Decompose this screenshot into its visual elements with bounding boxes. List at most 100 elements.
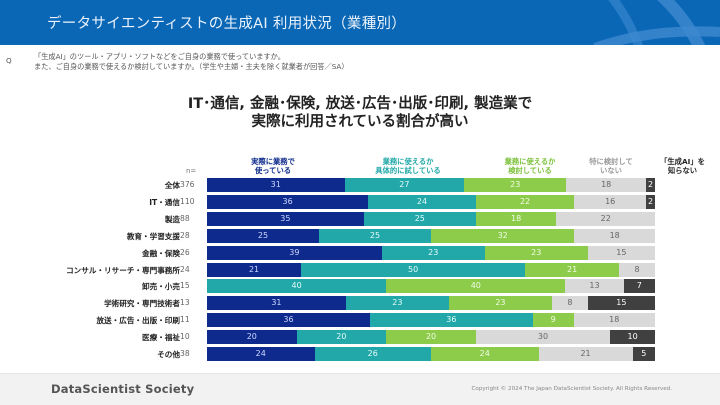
question-line-1: 「生成AI」のツール・アプリ・ソフトなどをご自身の業務で使っていますか。 xyxy=(34,52,285,61)
bar-segment xyxy=(431,347,539,361)
data-label: 15 xyxy=(616,298,627,308)
data-label: 24 xyxy=(416,196,428,206)
data-label: 31 xyxy=(270,180,281,189)
bar-segment xyxy=(207,211,364,226)
bar-segment xyxy=(475,211,557,226)
question-line-2: また、ご自身の業務で使えるか検討していますか。（学生や主婦・主夫を除く就業者が回… xyxy=(34,62,349,71)
sample-size-label: 13 xyxy=(180,298,190,308)
bar-segment xyxy=(475,194,575,209)
data-label: 20 xyxy=(336,332,347,342)
sample-size-label: 11 xyxy=(180,315,190,325)
category-label: 製造 xyxy=(164,214,180,224)
legend-text-line: いない xyxy=(600,166,622,175)
data-label: 22 xyxy=(600,213,611,223)
legend-item-1: 実際に業務で 使っている xyxy=(228,157,318,175)
sample-size-label: 38 xyxy=(180,349,190,358)
sample-size-label: 88 xyxy=(180,213,190,223)
n-header: n= xyxy=(186,167,197,175)
bar-segment xyxy=(573,313,655,328)
data-label: 7 xyxy=(636,281,642,291)
footer-copyright: Copyright © 2024 The Japan DataScientist… xyxy=(471,386,672,392)
globe-decoration-icon xyxy=(593,0,720,45)
data-label: 40 xyxy=(470,281,481,291)
data-label: 25 xyxy=(257,230,269,240)
bar-segment xyxy=(345,296,449,311)
bar-segment xyxy=(207,245,382,260)
data-label: 18 xyxy=(601,180,612,189)
data-label: 9 xyxy=(550,315,556,325)
legend-text-line: 使っている xyxy=(254,166,292,175)
legend-text-line: 業務に使えるか xyxy=(382,157,434,166)
bar-segment xyxy=(646,194,655,209)
data-label: 21 xyxy=(580,349,591,358)
data-label: 5 xyxy=(641,349,647,358)
bar-segment xyxy=(386,279,566,294)
data-label: 27 xyxy=(399,180,410,189)
legend-text-line: 業務に使えるか xyxy=(504,157,556,166)
headline-line-1: IT･通信, 金融･保険, 放送･広告･出版･印刷, 製造業で xyxy=(187,96,533,112)
bar-segment xyxy=(296,330,387,345)
category-label: 卸売・小売 xyxy=(142,282,180,292)
bar-segment xyxy=(484,245,588,260)
data-label: 10 xyxy=(627,332,638,342)
data-label: 30 xyxy=(537,332,549,342)
legend-text-line: 具体的に試している xyxy=(375,166,441,175)
data-label: 8 xyxy=(567,298,573,308)
data-label: 25 xyxy=(414,213,425,223)
category-label: 医療・福祉 xyxy=(142,333,180,343)
data-label: 23 xyxy=(392,298,403,308)
legend-item-3: 業務に使えるか 検討している xyxy=(485,157,575,175)
category-label: コンサル・リサーチ・専門事務所 xyxy=(66,265,180,275)
bar-segment xyxy=(368,194,476,209)
legend-text-line: 知らない xyxy=(667,166,698,175)
bar-segment xyxy=(207,330,297,345)
data-label: 36 xyxy=(283,315,294,325)
legend-text-line: 検討している xyxy=(508,166,552,175)
category-label: 金融・保険 xyxy=(142,248,180,258)
data-label: 26 xyxy=(367,349,378,358)
bar-segment xyxy=(532,313,574,328)
data-label: 21 xyxy=(248,264,260,274)
data-label: 20 xyxy=(425,332,437,342)
bar-segment xyxy=(207,296,346,311)
bar-segment xyxy=(587,245,655,260)
category-label: 放送・広告・出版・印刷 xyxy=(96,316,180,326)
bar-segment xyxy=(314,347,431,361)
bar-segment xyxy=(448,296,552,311)
bar-segment xyxy=(646,178,655,192)
legend-item-5: 「生成AI」を 知らない xyxy=(650,157,715,175)
bar-segment xyxy=(632,347,655,361)
bar-segment xyxy=(363,211,476,226)
bar-segment xyxy=(574,194,647,209)
bar-segment xyxy=(525,262,620,277)
bar-segment xyxy=(464,178,567,192)
bar-segment xyxy=(207,228,319,243)
data-label: 18 xyxy=(511,213,522,223)
bar-segment xyxy=(207,279,387,294)
legend-text-line: 「生成AI」を xyxy=(660,157,705,166)
data-label: 25 xyxy=(369,230,381,240)
bar-segment xyxy=(301,262,526,277)
legend-text-line: 特に検討して xyxy=(589,157,633,166)
bar-segment xyxy=(551,296,588,311)
data-label: 21 xyxy=(567,264,578,274)
data-label: 31 xyxy=(271,298,282,308)
data-label: 13 xyxy=(589,281,600,291)
bar-segment xyxy=(207,194,369,209)
bar-segment xyxy=(556,211,655,226)
data-label: 20 xyxy=(246,332,257,342)
legend-item-2: 業務に使えるか 具体的に試している xyxy=(363,157,453,175)
data-label: 39 xyxy=(289,247,300,257)
data-label: 8 xyxy=(634,264,640,274)
bar-segment xyxy=(369,313,533,328)
data-label: 15 xyxy=(616,247,627,257)
data-label: 2 xyxy=(647,196,654,206)
bar-segment xyxy=(344,178,465,192)
sample-size-label: 26 xyxy=(180,247,190,257)
bar-segment xyxy=(207,347,315,361)
legend-item-4: 特に検討して いない xyxy=(566,157,656,175)
data-label: 16 xyxy=(605,196,616,206)
legend-text-line: 実際に業務で xyxy=(251,157,295,166)
data-label: 35 xyxy=(280,213,291,223)
question-mark-label: Q xyxy=(6,56,12,65)
